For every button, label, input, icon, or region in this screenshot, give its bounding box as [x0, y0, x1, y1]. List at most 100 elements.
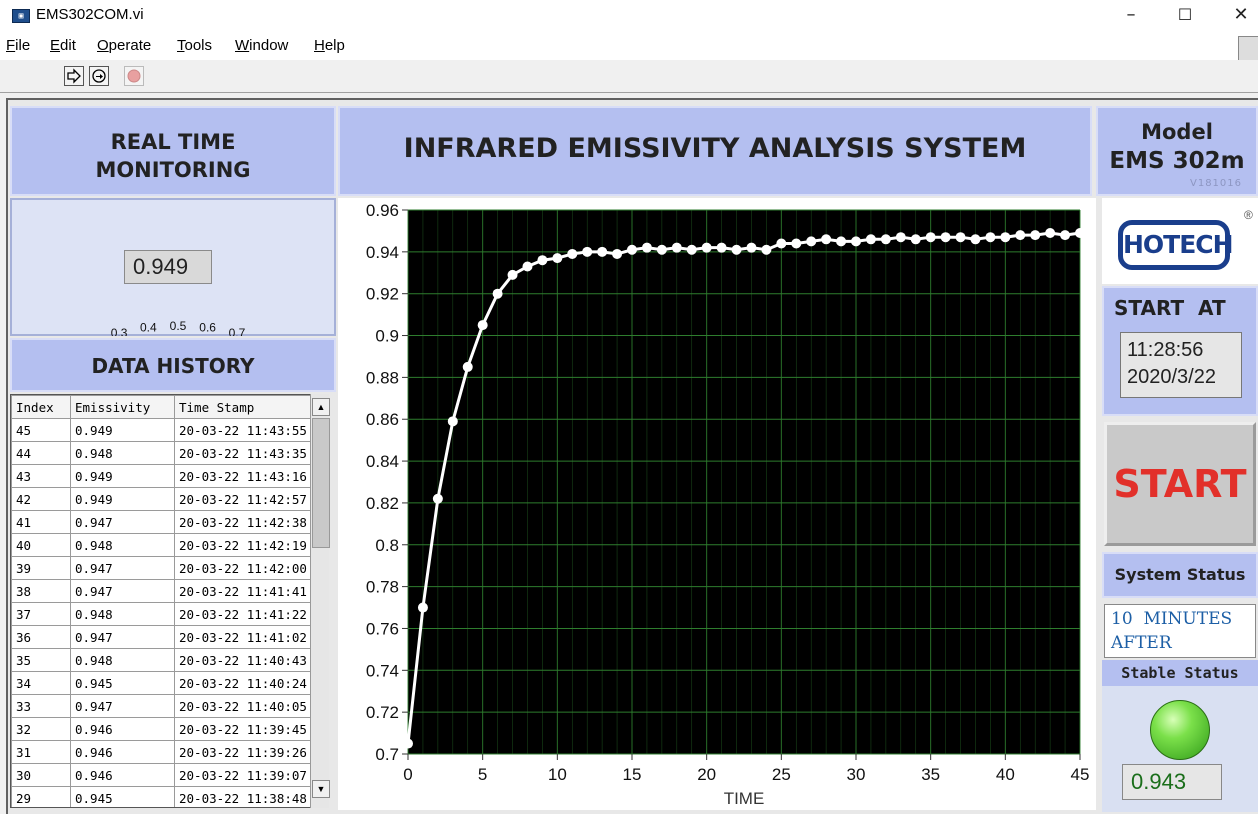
abort-stop-icon[interactable]	[124, 66, 144, 86]
start-at-label: START AT	[1114, 296, 1226, 320]
menu-file[interactable]: File	[6, 37, 31, 54]
series-line	[406, 231, 1081, 744]
data-point	[417, 602, 428, 613]
table-row[interactable]: 37 0.948 20-03-22 11:41:22	[11, 602, 313, 626]
table-row[interactable]: 35 0.948 20-03-22 11:40:43	[11, 648, 313, 672]
stable-value: 0.943	[1122, 764, 1222, 800]
cell-emissivity: 0.947	[70, 579, 175, 603]
scroll-thumb[interactable]	[312, 418, 330, 548]
plot-area	[408, 210, 1080, 754]
table-row[interactable]: 44 0.948 20-03-22 11:43:35	[11, 441, 313, 465]
table-row[interactable]: 32 0.946 20-03-22 11:39:45	[11, 717, 313, 741]
cell-emissivity: 0.948	[70, 648, 175, 672]
scroll-up-icon[interactable]: ▲	[312, 398, 330, 416]
cell-emissivity: 0.947	[70, 556, 175, 580]
realtime-monitoring-header: REAL TIME MONITORING	[10, 106, 336, 196]
page-title: INFRARED EMISSIVITY ANALYSIS SYSTEM	[403, 133, 1027, 164]
cell-timestamp: 20-03-22 11:42:57	[174, 487, 313, 511]
cell-emissivity: 0.945	[70, 671, 175, 695]
gauge-tick-label: 0.2	[82, 334, 99, 336]
close-button[interactable]: ✕	[1233, 4, 1249, 25]
menu-window[interactable]: Window	[235, 37, 289, 54]
run-arrow-icon[interactable]	[64, 66, 84, 86]
y-tick-label: 0.8	[375, 536, 399, 555]
run-continuous-icon[interactable]	[89, 66, 109, 86]
cell-emissivity: 0.948	[70, 441, 175, 465]
cell-emissivity: 0.947	[70, 694, 175, 718]
version-label: V181016	[1189, 178, 1242, 189]
data-point	[492, 288, 503, 299]
x-tick-label: 25	[772, 765, 791, 784]
table-row[interactable]: 41 0.947 20-03-22 11:42:38	[11, 510, 313, 534]
window-titlebar: ▣ EMS302COM.vi – ☐ ✕	[0, 0, 1258, 32]
cell-timestamp: 20-03-22 11:40:24	[174, 671, 313, 695]
cell-emissivity: 0.948	[70, 533, 175, 557]
table-row[interactable]: 43 0.949 20-03-22 11:43:16	[11, 464, 313, 488]
history-table[interactable]: Index Emissivity Time Stamp 45 0.949 20-03…	[10, 394, 326, 808]
table-row[interactable]: 30 0.946 20-03-22 11:39:07	[11, 763, 313, 787]
x-tick-label: 20	[697, 765, 716, 784]
data-point	[641, 242, 652, 253]
cell-emissivity: 0.948	[70, 602, 175, 626]
table-row[interactable]: 38 0.947 20-03-22 11:41:41	[11, 579, 313, 603]
cell-timestamp: 20-03-22 11:41:41	[174, 579, 313, 603]
y-tick-label: 0.86	[366, 410, 399, 429]
cell-index: 35	[11, 648, 71, 672]
start-button[interactable]: START	[1104, 422, 1256, 546]
data-point	[851, 236, 861, 247]
table-row[interactable]: 36 0.947 20-03-22 11:41:02	[11, 625, 313, 649]
cell-timestamp: 20-03-22 11:40:05	[174, 694, 313, 718]
table-row[interactable]: 31 0.946 20-03-22 11:39:26	[11, 740, 313, 764]
table-row[interactable]: 33 0.947 20-03-22 11:40:05	[11, 694, 313, 718]
data-point	[821, 234, 832, 245]
data-point	[477, 320, 488, 331]
menu-operate[interactable]: Operate	[97, 37, 152, 54]
data-point	[627, 244, 637, 255]
table-row[interactable]: 45 0.949 20-03-22 11:43:55	[11, 418, 313, 442]
data-point	[701, 242, 712, 253]
x-axis-label: TIME	[724, 789, 765, 808]
cell-index: 30	[11, 763, 71, 787]
data-point	[552, 253, 563, 264]
y-tick-label: 0.76	[366, 619, 399, 638]
x-tick-label: 10	[548, 765, 567, 784]
cell-timestamp: 20-03-22 11:43:55	[174, 418, 313, 442]
cell-timestamp: 20-03-22 11:42:00	[174, 556, 313, 580]
data-point	[1030, 230, 1041, 241]
column-header-emissivity[interactable]: Emissivity	[70, 395, 175, 419]
menu-edit[interactable]: Edit	[50, 37, 76, 54]
cell-index: 33	[11, 694, 71, 718]
start-time: 11:28:56	[1127, 339, 1204, 361]
data-point	[865, 234, 876, 245]
cell-index: 36	[11, 625, 71, 649]
app-icon: ▣	[12, 9, 30, 23]
gauge-tick-label: 0.6	[199, 321, 216, 335]
column-header-timestamp[interactable]: Time Stamp	[174, 395, 313, 419]
table-row[interactable]: 39 0.947 20-03-22 11:42:00	[11, 556, 313, 580]
cell-index: 31	[11, 740, 71, 764]
data-point	[432, 493, 443, 504]
table-row[interactable]: 42 0.949 20-03-22 11:42:57	[11, 487, 313, 511]
cell-emissivity: 0.946	[70, 717, 175, 741]
emissivity-chart: 0.7 0.72 0.74 0.76 0.78 0.8 0.82 0.84 0.86 0.88 0.…	[338, 198, 1096, 810]
model-header: Model EMS 302m V181016	[1096, 106, 1258, 196]
gauge-tick-label: 0.4	[140, 321, 157, 335]
history-scrollbar[interactable]: ▲ ▼	[310, 394, 330, 808]
table-row[interactable]: 34 0.945 20-03-22 11:40:24	[11, 671, 313, 695]
table-row[interactable]: 40 0.948 20-03-22 11:42:19	[11, 533, 313, 557]
column-header-index[interactable]: Index	[11, 395, 71, 419]
minimize-button[interactable]: –	[1126, 4, 1136, 25]
table-row[interactable]: 29 0.945 20-03-22 11:38:48	[11, 786, 313, 807]
cell-index: 45	[11, 418, 71, 442]
cell-index: 41	[11, 510, 71, 534]
scroll-down-icon[interactable]: ▼	[312, 780, 330, 798]
data-point	[462, 361, 473, 372]
data-point	[686, 244, 697, 255]
data-point	[925, 232, 936, 243]
y-tick-label: 0.84	[366, 452, 399, 471]
cell-emissivity: 0.947	[70, 510, 175, 534]
maximize-button[interactable]: ☐	[1177, 5, 1193, 24]
menu-bar: File Edit Operate Tools Window Help	[0, 32, 1258, 62]
menu-help[interactable]: Help	[314, 37, 345, 54]
menu-tools[interactable]: Tools	[177, 37, 213, 54]
